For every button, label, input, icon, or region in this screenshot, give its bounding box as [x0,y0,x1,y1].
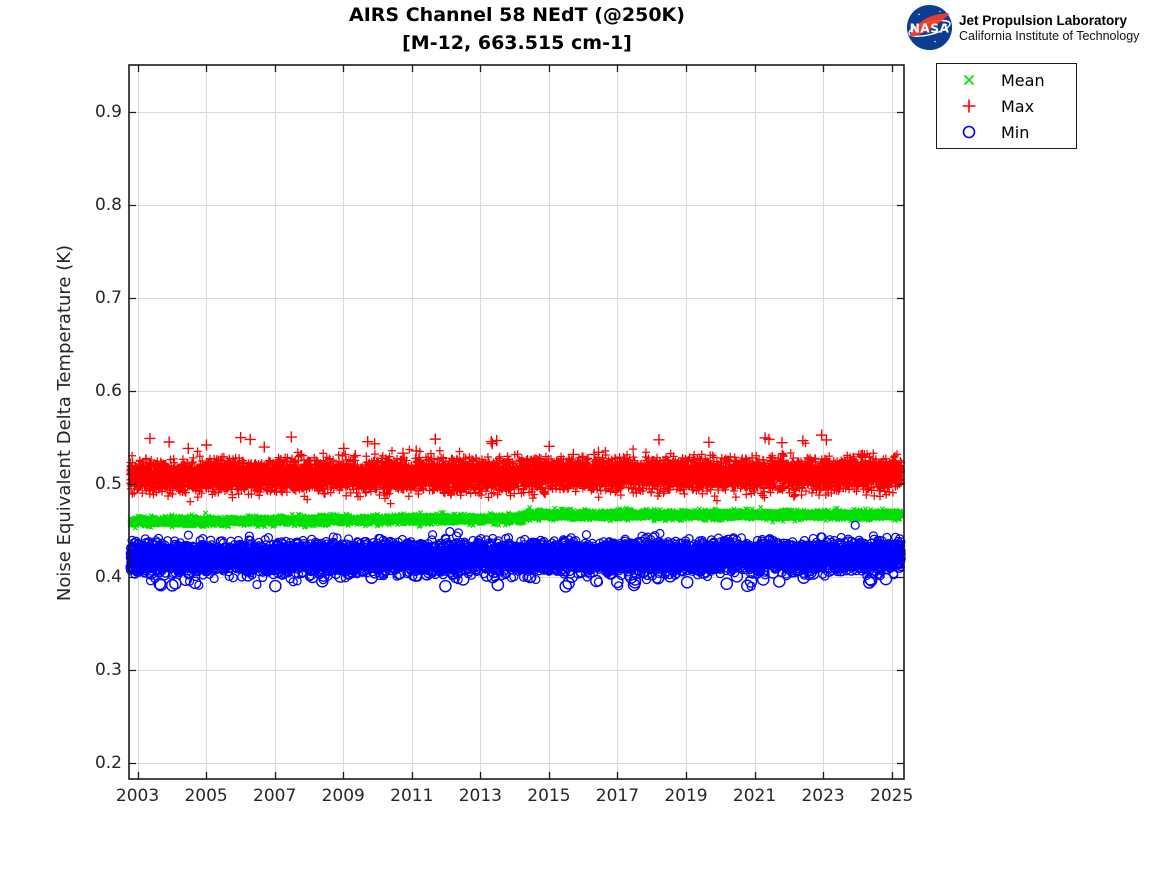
y-tick-label: 0.3 [94,660,122,681]
legend: Mean Max Min [936,63,1077,149]
min-marker-icon [937,122,1001,142]
legend-item-min: Min [937,120,1076,145]
chart-subtitle: [M-12, 663.515 cm-1] [402,32,632,54]
nasa-logo-icon: NASA [906,4,953,51]
x-tick-label: 2025 [870,786,914,806]
x-tick-label: 2009 [321,786,365,806]
legend-item-max: Max [937,94,1076,119]
x-tick-label: 2003 [115,786,160,806]
y-tick-label: 0.7 [94,288,122,309]
x-tick-label: 2023 [801,786,845,806]
chart-title: AIRS Channel 58 NEdT (@250K) [349,4,685,26]
x-tick-label: 2005 [184,786,228,806]
x-tick-label: 2019 [664,786,708,806]
caltech-text: California Institute of Technology [959,28,1140,43]
x-tick-label: 2011 [390,786,434,806]
nasa-logo-text: NASA [910,22,950,36]
x-tick-label: 2015 [527,786,571,806]
jpl-logo-block: NASA Jet Propulsion Laboratory Californi… [906,4,1139,51]
x-tick-label: 2013 [458,786,502,806]
max-marker-icon [937,96,1001,116]
mean-marker-icon [937,70,1001,90]
jpl-text-block: Jet Propulsion Laboratory California Ins… [959,12,1139,44]
legend-item-mean: Mean [937,68,1076,93]
x-tick-label: 2017 [595,786,640,806]
y-tick-label: 0.8 [94,195,122,216]
y-tick-label: 0.2 [94,753,122,774]
jpl-name-text: Jet Propulsion Laboratory [959,12,1128,28]
x-tick-label: 2021 [732,786,777,806]
legend-label: Min [1001,122,1030,142]
y-tick-label: 0.9 [94,102,122,123]
y-tick-label: 0.4 [94,567,122,588]
y-tick-label: 0.5 [94,474,122,495]
y-tick-label: 0.6 [94,381,122,402]
x-tick-label: 2007 [253,786,297,806]
legend-label: Max [1001,96,1035,116]
legend-label: Mean [1001,70,1045,90]
